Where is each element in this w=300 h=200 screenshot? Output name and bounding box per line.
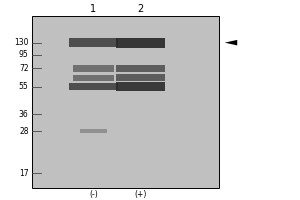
Text: 17: 17 xyxy=(19,169,28,178)
Text: (-): (-) xyxy=(89,190,98,200)
Text: 36: 36 xyxy=(19,110,28,119)
Text: 130: 130 xyxy=(14,38,28,47)
Text: 95: 95 xyxy=(19,50,28,59)
Text: 1: 1 xyxy=(90,4,96,14)
Text: 28: 28 xyxy=(19,127,28,136)
Text: 2: 2 xyxy=(137,4,143,14)
Text: (+): (+) xyxy=(134,190,146,200)
Text: 72: 72 xyxy=(19,64,28,73)
Text: 55: 55 xyxy=(19,82,28,91)
